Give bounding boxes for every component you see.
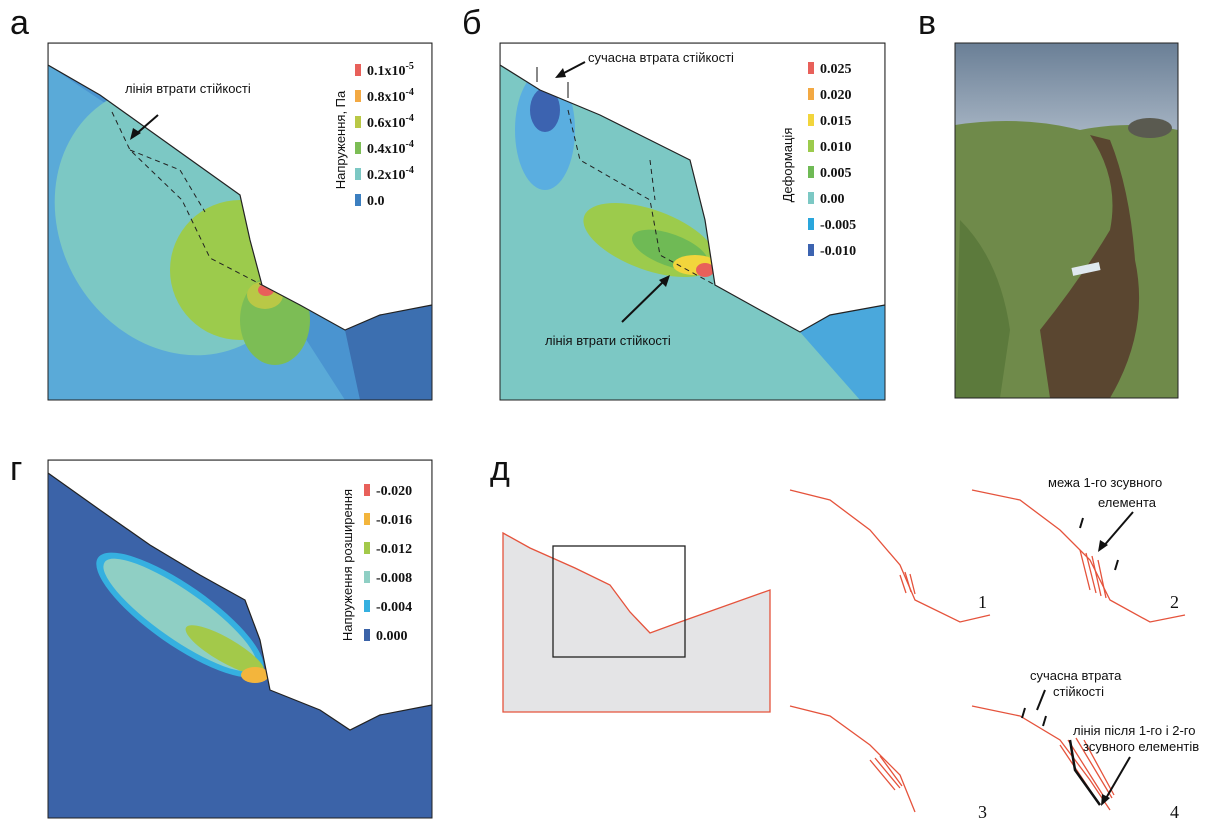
figure-number: 3 (978, 802, 987, 822)
label-base: 0.2x10 (367, 168, 406, 183)
figure-number: 2 (1170, 592, 1179, 612)
d-marks (1022, 512, 1133, 800)
legend-label: -0.020 (376, 484, 412, 499)
annotation: лінія після 1-го і 2-го (1073, 723, 1195, 738)
figure-number: 4 (1170, 802, 1179, 822)
legend-label: -0.005 (820, 218, 856, 233)
figure-number: 1 (978, 592, 987, 612)
annotation: зсувного елементів (1083, 739, 1199, 754)
legend-label: -0.016 (376, 513, 412, 528)
legend-swatch (364, 513, 370, 525)
legend-swatch (808, 140, 814, 152)
label-base: 0.6x10 (367, 116, 406, 131)
annotation: межа 1-го зсувного (1048, 475, 1162, 490)
annotation: сучасна втрата стійкості (588, 50, 734, 65)
legend-label: 0.025 (820, 62, 852, 77)
legend-swatch (364, 542, 370, 554)
annotation: стійкості (1053, 684, 1104, 699)
legend-swatch (808, 114, 814, 126)
label-base: 0.4x10 (367, 142, 406, 157)
annotation: лінія втрати стійкості (125, 81, 251, 96)
label-exponent: -4 (406, 87, 414, 98)
legend-swatch (808, 244, 814, 256)
legend-swatch (364, 484, 370, 496)
legend-label: -0.010 (820, 244, 856, 259)
page: {"panels":[ {"label":"а","legend_title":… (0, 0, 1228, 823)
legend-swatch (364, 571, 370, 583)
annotation: лінія втрати стійкості (545, 333, 671, 348)
panel-g-plot (48, 460, 432, 818)
panel-label: а (10, 4, 29, 42)
legend-swatch (364, 629, 370, 641)
legend-swatch (355, 64, 361, 76)
legend-label: 0.000 (376, 629, 408, 644)
legend-label: 0.010 (820, 140, 852, 155)
legend-swatch (808, 62, 814, 74)
legend-swatch (355, 194, 361, 206)
legend-swatch (355, 168, 361, 180)
figure: лінія втрати стійкості сучасна втрата ст… (0, 0, 1228, 823)
legend-swatch (355, 142, 361, 154)
legend-title: Деформація (780, 128, 795, 203)
legend-label: 0.005 (820, 166, 852, 181)
panel-label: д (490, 450, 510, 488)
label-exponent: -5 (406, 61, 414, 72)
annotation: сучасна втрата (1030, 668, 1122, 683)
legend-label: 0.00 (820, 192, 845, 207)
label-base: 0.8x10 (367, 90, 406, 105)
photo (955, 43, 1178, 398)
panel-label: б (462, 4, 481, 42)
label-base: 0.1x10 (367, 64, 406, 79)
legend-label: -0.008 (376, 571, 412, 586)
legend-title: Напруження, Па (333, 90, 348, 189)
label-exponent: -4 (406, 139, 414, 150)
annotation: елемента (1098, 495, 1157, 510)
label-exponent: -4 (406, 113, 414, 124)
label-base: 0.0 (367, 194, 385, 209)
panel-d-drawings (503, 490, 1185, 812)
panel-label: в (918, 4, 936, 42)
legend-label: 0.020 (820, 88, 852, 103)
legend-swatch (808, 218, 814, 230)
legend-label: -0.012 (376, 542, 412, 557)
legend-label: 0.015 (820, 114, 852, 129)
legend-swatch (808, 88, 814, 100)
legend-swatch (808, 192, 814, 204)
legend-swatch (355, 116, 361, 128)
panel-label: г (10, 450, 22, 488)
legend-swatch (808, 166, 814, 178)
legend-swatch (364, 600, 370, 612)
legend-swatch (355, 90, 361, 102)
label-exponent: -4 (406, 165, 414, 176)
legend-label: 0.0 (367, 194, 385, 209)
legend-title: Напруження розширення (340, 489, 355, 641)
legend-label: -0.004 (376, 600, 412, 615)
